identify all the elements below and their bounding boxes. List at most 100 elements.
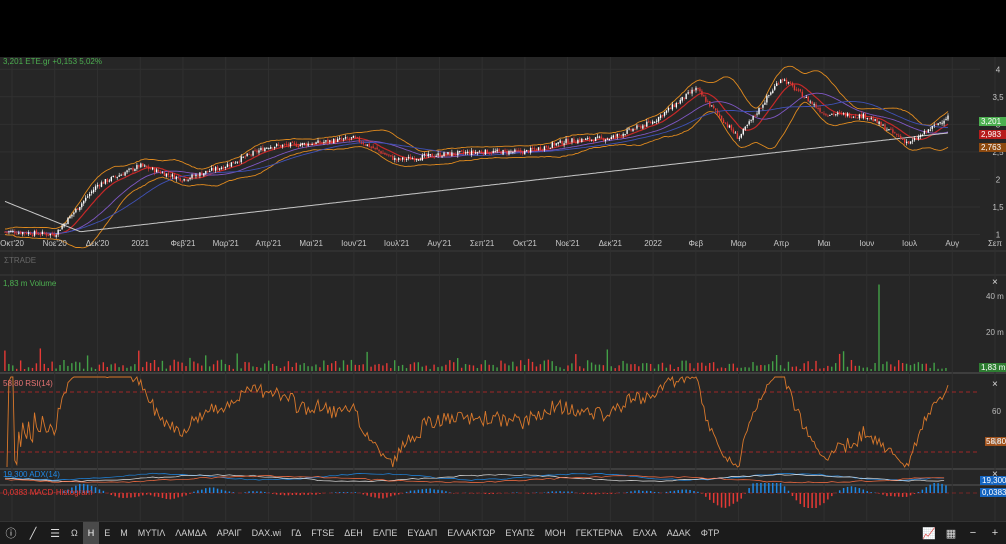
volume-close-icon[interactable]: × bbox=[992, 277, 998, 288]
candle-body bbox=[197, 175, 198, 177]
macd-bar bbox=[280, 493, 282, 495]
macd-bar bbox=[859, 488, 861, 493]
symbol-tab[interactable]: ΑΡΑΙΓ bbox=[212, 522, 247, 544]
candle-body bbox=[351, 137, 352, 138]
macd-bar bbox=[870, 492, 872, 493]
symbol-tab[interactable]: ΜΥΤΙΛ bbox=[133, 522, 171, 544]
candle-body bbox=[772, 91, 773, 94]
candle-body bbox=[128, 169, 129, 170]
symbol-tab[interactable]: ΕΛΧΑ bbox=[628, 522, 662, 544]
volume-bar bbox=[689, 363, 690, 371]
candle-body bbox=[412, 158, 413, 159]
info-icon[interactable]: ⓘ bbox=[0, 522, 22, 544]
volume-bar bbox=[59, 365, 60, 371]
zoom-out-icon[interactable]: − bbox=[962, 522, 984, 544]
candle-body bbox=[36, 230, 37, 233]
candle-body bbox=[579, 139, 580, 142]
candle-body bbox=[343, 138, 344, 139]
x-tick-label: Δεκ'20 bbox=[86, 239, 110, 248]
volume-bar bbox=[181, 363, 182, 371]
candle-body bbox=[89, 194, 90, 196]
macd-bar bbox=[914, 493, 916, 494]
symbol-tab[interactable]: DAX.wi bbox=[247, 522, 287, 544]
macd-bar bbox=[607, 493, 609, 494]
candle-body bbox=[684, 98, 685, 99]
volume-bar bbox=[866, 367, 867, 371]
macd-bar bbox=[941, 484, 943, 493]
candle-body bbox=[703, 95, 704, 96]
symbol-tab[interactable]: FTSE bbox=[306, 522, 339, 544]
candle-body bbox=[841, 113, 842, 114]
volume-bar bbox=[756, 366, 757, 371]
candle-body bbox=[861, 114, 862, 118]
symbol-tab[interactable]: ΑΔΑΚ bbox=[662, 522, 696, 544]
chart-type-icon[interactable]: 📈 bbox=[918, 522, 940, 544]
candle-body bbox=[221, 168, 222, 169]
x-tick-label: 2022 bbox=[644, 239, 662, 248]
symbol-tab[interactable]: ΓΕΚΤΕΡΝΑ bbox=[571, 522, 628, 544]
volume-bar bbox=[414, 362, 415, 371]
list-icon[interactable]: ☰ bbox=[44, 522, 66, 544]
volume-bar bbox=[819, 369, 820, 371]
symbol-tab[interactable]: Η bbox=[83, 522, 100, 544]
draw-line-icon[interactable]: ╱ bbox=[22, 522, 44, 544]
candle-body bbox=[469, 152, 470, 155]
candle-body bbox=[325, 140, 326, 141]
candle-body bbox=[404, 158, 405, 160]
volume-bar bbox=[339, 368, 340, 371]
volume-bar bbox=[300, 365, 301, 371]
symbol-tab[interactable]: ΦΤΡ bbox=[696, 522, 725, 544]
candle-body bbox=[227, 164, 228, 167]
candle-body bbox=[747, 125, 748, 126]
candle-body bbox=[583, 139, 584, 140]
volume-bar bbox=[721, 367, 722, 371]
macd-bar bbox=[256, 491, 258, 493]
rsi-close-icon[interactable]: × bbox=[992, 379, 998, 390]
candle-body bbox=[804, 97, 805, 98]
candle-body bbox=[16, 234, 17, 235]
symbol-tab[interactable]: ΕΥΑΠΣ bbox=[500, 522, 539, 544]
symbol-tab[interactable]: ΕΥΔΑΠ bbox=[402, 522, 442, 544]
macd-bar bbox=[548, 492, 550, 493]
candle-body bbox=[132, 168, 133, 171]
symbol-tab[interactable]: ΕΛΛΑΚΤΩΡ bbox=[442, 522, 500, 544]
symbol-tab[interactable]: ΜΟΗ bbox=[540, 522, 571, 544]
candle-body bbox=[420, 159, 421, 160]
candle-body bbox=[493, 151, 494, 153]
indicators-icon[interactable]: ▦ bbox=[940, 522, 962, 544]
volume-bar bbox=[886, 362, 887, 371]
candle-body bbox=[489, 153, 490, 154]
macd-bar bbox=[343, 492, 345, 493]
candle-body bbox=[540, 147, 541, 150]
volume-bar bbox=[351, 360, 352, 371]
macd-bar bbox=[843, 488, 845, 493]
zoom-in-icon[interactable]: + bbox=[984, 522, 1006, 544]
candle-body bbox=[457, 151, 458, 155]
candle-body bbox=[825, 114, 826, 115]
macd-bar bbox=[217, 489, 219, 493]
symbol-tab[interactable]: ΔΕΗ bbox=[339, 522, 368, 544]
macd-bar bbox=[709, 493, 711, 500]
candle-body bbox=[617, 134, 618, 137]
macd-bar bbox=[162, 493, 164, 498]
symbol-tab[interactable]: Ω bbox=[66, 522, 83, 544]
macd-bar bbox=[185, 493, 187, 495]
candle-body bbox=[10, 231, 11, 232]
volume-bar bbox=[307, 366, 308, 371]
price-badge-2: 2,983 bbox=[981, 130, 1002, 139]
symbol-tab[interactable]: Μ bbox=[115, 522, 133, 544]
symbol-tab[interactable]: ΓΔ bbox=[286, 522, 306, 544]
candle-body bbox=[725, 123, 726, 124]
macd-bar bbox=[437, 490, 439, 493]
candle-body bbox=[711, 105, 712, 106]
candle-body bbox=[682, 97, 683, 101]
candle-body bbox=[658, 117, 659, 121]
symbol-tab[interactable]: ΕΛΠΕ bbox=[368, 522, 403, 544]
symbol-tab[interactable]: Ε bbox=[99, 522, 115, 544]
volume-bar bbox=[772, 361, 773, 371]
symbol-tab[interactable]: ΛΑΜΔΑ bbox=[170, 522, 212, 544]
volume-bar bbox=[870, 369, 871, 371]
candle-body bbox=[776, 83, 777, 86]
candle-body bbox=[520, 150, 521, 152]
